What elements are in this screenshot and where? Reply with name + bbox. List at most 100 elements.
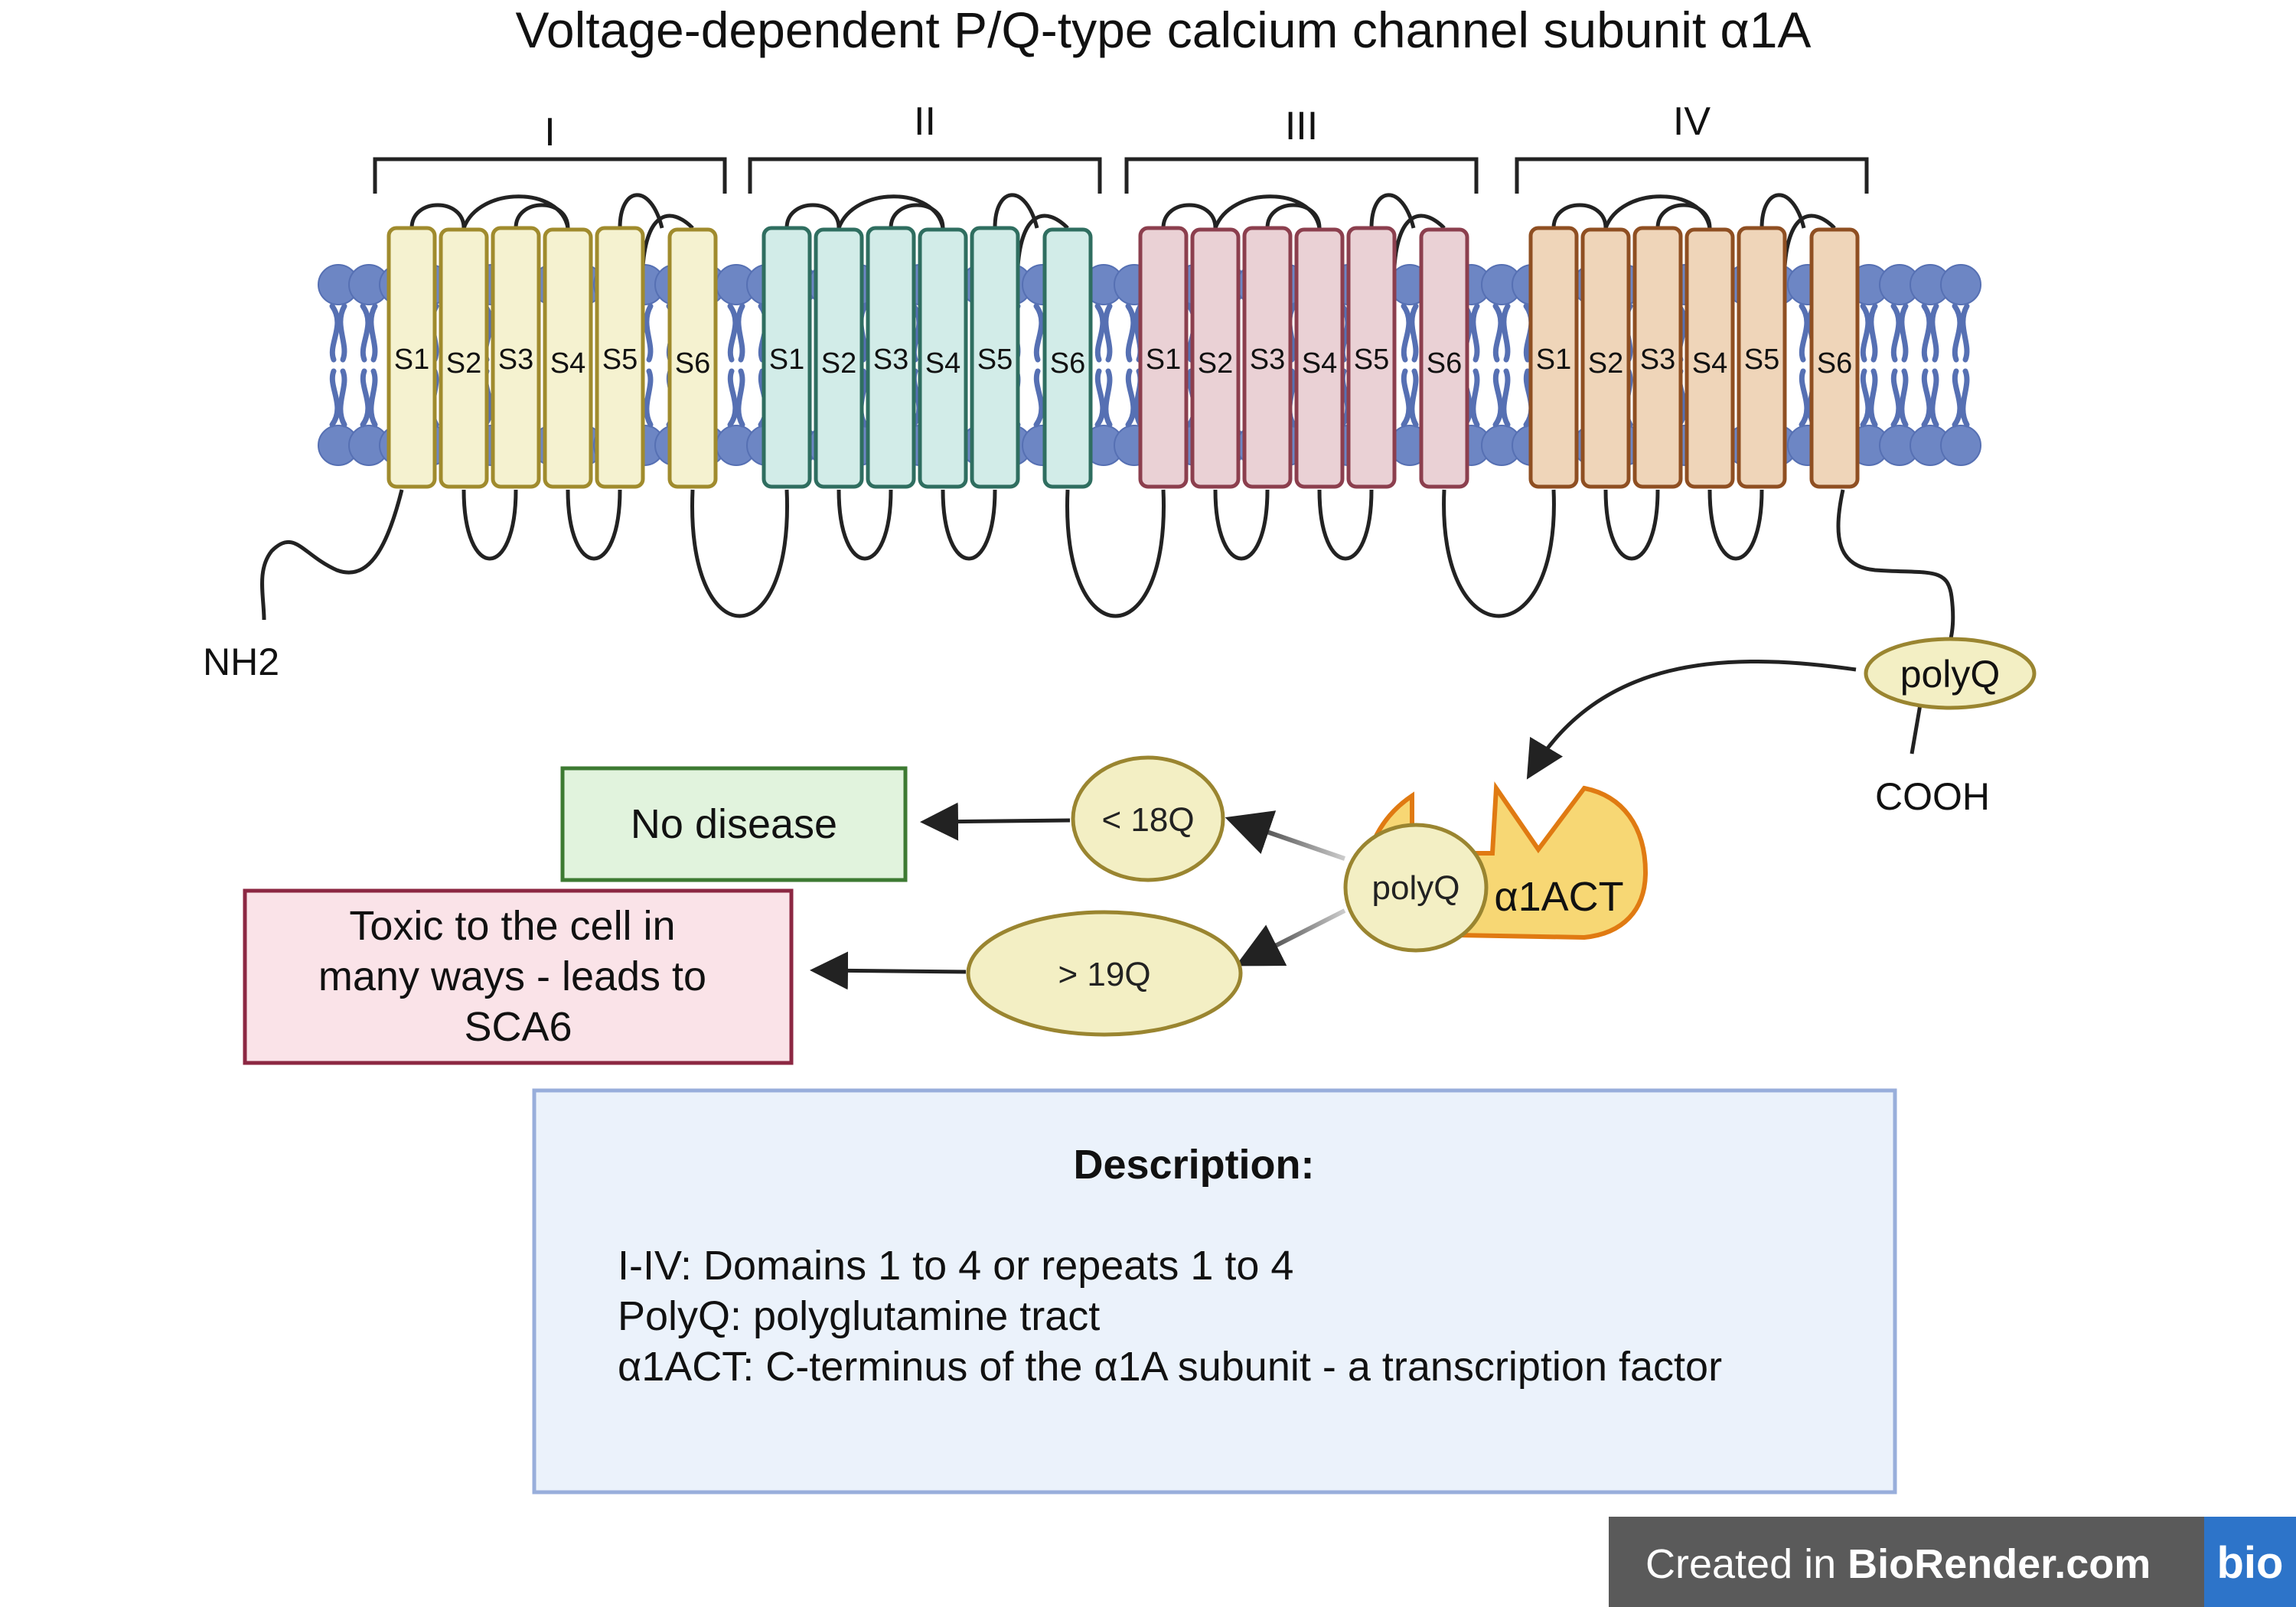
intracellular-loop	[1213, 489, 1270, 561]
intracellular-loop	[1317, 489, 1374, 561]
extracellular-loop	[1213, 194, 1322, 229]
lipid-tail	[1409, 303, 1419, 363]
intracellular-loop	[1707, 489, 1764, 561]
segment-label: S6	[1817, 347, 1852, 380]
lipid-tail	[1890, 303, 1902, 363]
helix-segment	[439, 227, 489, 489]
extracellular-loop	[837, 194, 945, 229]
helix-segment	[1242, 226, 1293, 489]
lipid-tail	[1929, 368, 1939, 428]
biorender-logo-icon: bio	[2217, 1538, 2284, 1588]
extracellular-loop	[1161, 203, 1218, 229]
toxic-line-1: Toxic to the cell in	[349, 903, 675, 949]
helix-segment	[1809, 227, 1860, 489]
segment-label: S3	[873, 344, 908, 376]
segment-label: S1	[769, 344, 804, 376]
biorender-badge[interactable]: Created in BioRender.com bio	[1609, 1517, 2296, 1607]
intracellular-loop	[941, 489, 997, 561]
lipid-tail	[338, 368, 347, 428]
lipid-tail	[1952, 303, 1963, 363]
domain-bracket	[748, 157, 1102, 194]
badge-brand: BioRender.com	[1848, 1541, 2151, 1587]
lipid-tail	[1501, 368, 1511, 428]
lipid-tail	[644, 303, 654, 363]
lipid-tail	[1470, 368, 1480, 428]
description-heading: Description:	[1073, 1142, 1314, 1188]
lipid-tail	[1929, 303, 1939, 363]
diagram-title: Voltage-dependent P/Q-type calcium chann…	[516, 2, 1812, 58]
segment-label: S4	[1692, 347, 1727, 380]
segment-label: S5	[1354, 344, 1389, 376]
c-terminus-label: COOH	[1875, 775, 1990, 818]
helix-segment	[970, 226, 1020, 489]
helix-segment	[1294, 227, 1345, 489]
lipid-tail	[1799, 303, 1810, 363]
long-repeat-node	[966, 910, 1243, 1037]
lipid-tail	[735, 303, 745, 363]
lipid-tail	[1492, 368, 1504, 428]
description-line-2: PolyQ: polyglutamine tract	[618, 1293, 1100, 1339]
segment-label: S3	[1250, 344, 1285, 376]
segment-label: S6	[675, 347, 710, 380]
act-fragment-label: α1ACT	[1494, 874, 1623, 920]
toxic-outcome-text: Toxic to the cell in many ways - leads t…	[318, 903, 718, 1050]
c-terminal-end	[1910, 699, 1923, 755]
segment-label: S2	[1198, 347, 1233, 380]
domain-label: I	[544, 110, 555, 155]
extracellular-loop	[1265, 203, 1322, 229]
extracellular-loop	[993, 193, 1039, 229]
extracellular-loop	[618, 193, 664, 229]
segment-label: S2	[446, 347, 481, 380]
extracellular-loop	[1655, 203, 1712, 229]
lipid-tail	[1033, 368, 1045, 428]
intracellular-loop	[461, 489, 518, 561]
short-repeat-node	[1071, 755, 1225, 882]
helix-segment	[918, 227, 968, 489]
extracellular-loop	[1760, 193, 1806, 229]
helix-segment	[1346, 226, 1397, 489]
c-terminal-tail	[1836, 489, 1955, 648]
toxic-line-3: SCA6	[464, 1004, 572, 1050]
polyq-tail-label: polyQ	[1900, 653, 2001, 696]
extracellular-loop	[889, 203, 945, 229]
connecting-loops	[409, 193, 1836, 618]
lipid-tail	[360, 303, 371, 363]
domain-label: III	[1285, 104, 1318, 148]
lipid-tail	[368, 303, 378, 363]
lipid-tail	[1868, 368, 1878, 428]
lipid-tail	[1409, 368, 1419, 428]
segment-label: S2	[821, 347, 856, 380]
extracellular-loop	[514, 203, 570, 229]
lipid-tail	[1890, 368, 1902, 428]
arrow-to-long-repeat	[1235, 908, 1346, 966]
helix-segment	[1419, 227, 1469, 489]
intracellular-loop	[1603, 489, 1660, 561]
lipid-head	[1940, 264, 1981, 305]
lipid-tail	[1492, 303, 1504, 363]
lipid-tail	[1470, 303, 1480, 363]
inter-domain-linker	[1065, 489, 1166, 618]
lipid-tail	[1401, 368, 1412, 428]
lipid-tail	[727, 303, 739, 363]
lipid-tail	[1960, 368, 1970, 428]
polyq-fragment-label: polyQ	[1372, 869, 1460, 907]
segment-label: S2	[1588, 347, 1623, 380]
intracellular-loop	[566, 489, 622, 561]
extracellular-loop	[409, 203, 466, 229]
domain-brackets: I II III IV	[373, 99, 1869, 194]
segment-label: S1	[394, 344, 429, 376]
helix-segment	[386, 226, 437, 489]
helix-segment	[1138, 226, 1189, 489]
segment-label: S4	[925, 347, 960, 380]
no-disease-label: No disease	[631, 801, 837, 847]
helix-segment	[1528, 226, 1579, 489]
extracellular-loop	[784, 203, 841, 229]
domain-bracket	[1515, 157, 1869, 194]
segment-label: S4	[1302, 347, 1337, 380]
lipid-tail	[1501, 303, 1511, 363]
helix-segment	[491, 226, 541, 489]
transmembrane-segments: S1 S2 S3 S4 S5 S6 S1 S2 S3 S4 S5 S6 S1 S2 S3 S4 S5 S6 S1 S2…	[386, 226, 1860, 489]
segment-label: S6	[1427, 347, 1462, 380]
description-box	[532, 1088, 1897, 1495]
